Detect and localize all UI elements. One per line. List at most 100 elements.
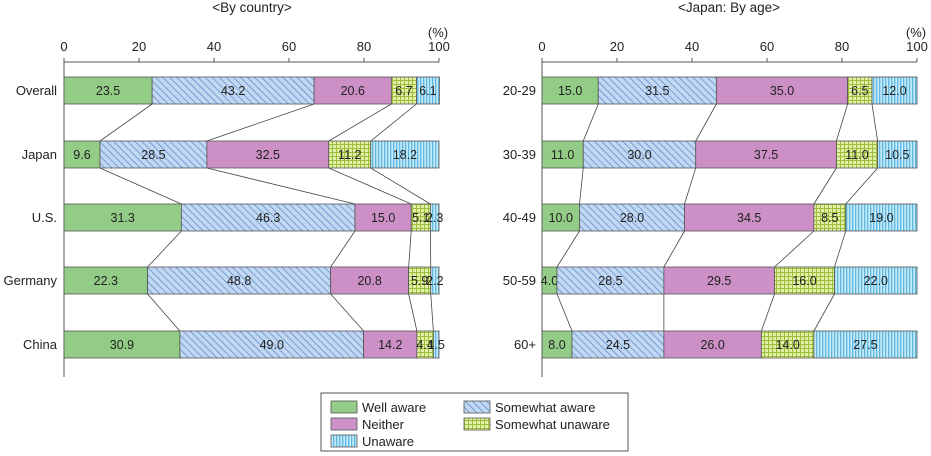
bars: 15.0 31.5 35.0 6.5 12.011.0 30.0 37.5 11.0 10.51… — [541, 76, 918, 359]
category-label: 30-39 — [503, 147, 536, 162]
connector-line — [206, 103, 315, 142]
data-label: 5.1 — [412, 211, 429, 225]
connector-line — [328, 167, 412, 205]
category-label: 20-29 — [503, 83, 536, 98]
bar-row-50-59: 4.0 28.5 29.5 16.0 22.0 — [541, 266, 918, 295]
bar-row-overall: 23.5 43.2 20.6 6.7 6.1 — [63, 76, 440, 105]
connector-line — [370, 167, 431, 205]
data-label: 6.7 — [395, 84, 412, 98]
category-labels: Overall Japan U.S. Germany China — [4, 83, 58, 352]
data-label: 15.0 — [371, 211, 395, 225]
bar-segment-somewhat-unaware — [328, 140, 372, 169]
connector-line — [774, 230, 815, 268]
bar-segment-unaware — [416, 76, 440, 105]
category-label: 60+ — [514, 337, 536, 352]
data-label: 19.0 — [869, 211, 893, 225]
legend-item-somewhat-unaware: Somewhat unaware — [463, 417, 610, 432]
connector-line — [582, 103, 599, 142]
data-label: 2.3 — [426, 211, 443, 225]
legend-label: Unaware — [362, 434, 414, 449]
chart-by-country: <By country> (%) 0 20 40 60 80 100 23.5 43.2 20… — [4, 0, 450, 377]
bar-row-30-39: 11.0 30.0 37.5 11.0 10.5 — [541, 140, 918, 169]
legend-swatch — [330, 417, 358, 431]
connector-line — [835, 103, 849, 142]
connector-line — [147, 293, 181, 332]
legend: Well aware Somewhat aware Neither Somewhat … — [320, 392, 629, 452]
bar-segment-somewhat-aware — [151, 76, 315, 105]
bar-row-60: 8.0 24.5 26.0 14.0 27.5 — [541, 330, 918, 359]
category-label: China — [23, 337, 58, 352]
bar-segment-unaware — [834, 266, 918, 295]
bar-row-u-s: 31.3 46.3 15.0 5.12.3 — [63, 203, 443, 232]
data-label: 5.9 — [411, 274, 428, 288]
connector-line — [408, 293, 418, 332]
data-label: 35.0 — [770, 84, 794, 98]
category-labels: 20-29 30-39 40-49 50-59 60+ — [503, 83, 536, 352]
data-label: 32.5 — [256, 148, 280, 162]
data-label: 24.5 — [606, 338, 630, 352]
x-tick-label: 20 — [132, 39, 146, 54]
legend-label: Neither — [362, 417, 405, 432]
unit-label: (%) — [906, 25, 926, 40]
connector-line — [370, 103, 417, 142]
bar-segment-unaware — [877, 140, 918, 169]
bar-segment-well-aware — [63, 330, 181, 359]
bar-segment-well-aware — [63, 203, 182, 232]
bar-segment-unaware — [845, 203, 918, 232]
data-label: 49.0 — [260, 338, 284, 352]
data-label: 30.0 — [627, 148, 651, 162]
bar-row-japan: 9.6 28.5 32.5 11.2 18.2 — [63, 140, 440, 169]
x-tick-label: 80 — [357, 39, 371, 54]
category-label: U.S. — [32, 210, 57, 225]
connector-lines — [556, 103, 879, 332]
connector-line — [99, 103, 153, 142]
connector-line — [430, 293, 434, 332]
bars: 23.5 43.2 20.6 6.7 6.1 9.6 28.5 32.5 11.2 18.2 31.… — [63, 76, 445, 359]
bar-segment-somewhat-unaware — [813, 203, 847, 232]
connector-line — [556, 293, 573, 332]
connector-line — [813, 293, 835, 332]
bar-segment-well-aware — [63, 140, 101, 169]
connector-line — [871, 103, 879, 142]
data-label: 46.3 — [256, 211, 280, 225]
chart-title: <By country> — [212, 0, 292, 15]
data-label: 31.5 — [645, 84, 669, 98]
bar-segment-unaware — [370, 140, 440, 169]
connector-line — [834, 230, 847, 268]
connector-line — [760, 293, 775, 332]
data-label: 15.0 — [558, 84, 582, 98]
bar-segment-somewhat-aware — [571, 330, 665, 359]
bar-row-china: 30.9 49.0 14.2 4.41.5 — [63, 330, 445, 359]
data-label: 22.3 — [94, 274, 118, 288]
bar-segment-neither — [330, 266, 410, 295]
legend-item-somewhat-aware: Somewhat aware — [463, 400, 595, 415]
bar-segment-unaware — [430, 266, 440, 295]
connector-line — [330, 293, 364, 332]
data-label: 23.5 — [96, 84, 120, 98]
data-label: 16.0 — [792, 274, 816, 288]
data-label: 14.2 — [378, 338, 402, 352]
x-axis-ticks: 0 20 40 60 80 100 — [60, 39, 449, 54]
data-label: 29.5 — [707, 274, 731, 288]
legend-item-unaware: Unaware — [330, 434, 414, 449]
data-label: 11.2 — [338, 148, 361, 162]
data-label: 6.1 — [419, 84, 436, 98]
x-tick-label: 40 — [685, 39, 699, 54]
bar-segment-somewhat-unaware — [390, 76, 417, 105]
x-tick-label: 100 — [906, 39, 928, 54]
data-label: 11.0 — [551, 148, 574, 162]
legend-swatch — [463, 417, 491, 431]
legend-swatch — [330, 400, 358, 414]
bar-segment-well-aware — [541, 140, 584, 169]
data-label: 9.6 — [73, 148, 90, 162]
legend-swatch — [463, 400, 491, 414]
data-label: 37.5 — [754, 148, 778, 162]
legend-label: Well aware — [362, 400, 426, 415]
connector-line — [99, 167, 182, 205]
connector-lines — [99, 103, 434, 332]
bar-segment-neither — [715, 76, 849, 105]
connector-line — [579, 167, 584, 205]
data-label: 28.5 — [598, 274, 622, 288]
bar-segment-somewhat-aware — [597, 76, 717, 105]
